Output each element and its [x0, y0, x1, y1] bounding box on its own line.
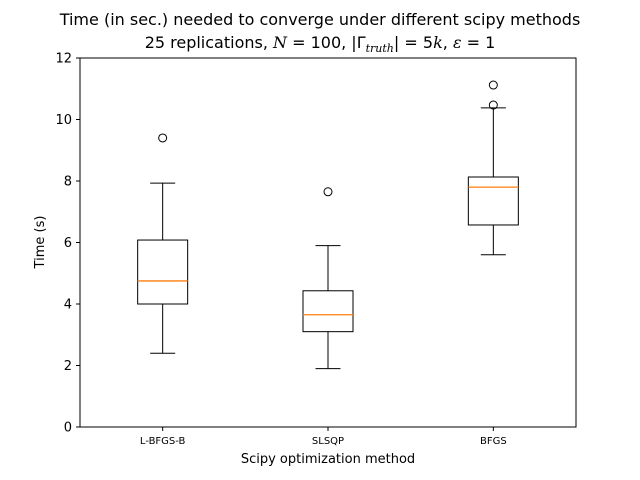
- y-tick-label: 2: [64, 359, 72, 374]
- box-l-bfgs-b: [137, 133, 189, 354]
- box-bfgs: [467, 80, 519, 256]
- x-tick-label: L-BFGS-B: [140, 436, 186, 447]
- x-tick-label: BFGS: [480, 436, 507, 447]
- y-tick-label: 4: [64, 298, 72, 313]
- subtitle-prefix: 25 replications,: [144, 33, 274, 52]
- subtitle-eps-symbol: ε: [452, 33, 462, 52]
- outlier-point: [488, 100, 498, 110]
- subtitle-n-symbol: N: [273, 33, 288, 52]
- y-tick-label: 6: [64, 236, 72, 251]
- subtitle-gamma-symbol: Γ: [356, 33, 366, 52]
- y-tick-label: 8: [64, 175, 72, 190]
- interquartile-box: [467, 176, 519, 226]
- subtitle-eps-sep: ,: [442, 33, 453, 52]
- x-axis: L-BFGS-B SLSQP BFGS: [140, 427, 507, 447]
- interquartile-box: [137, 239, 189, 305]
- y-tick-label: 0: [64, 421, 72, 436]
- y-axis: 0 2 4 6 8 10 12: [55, 52, 80, 436]
- y-tick-label: 12: [55, 52, 72, 67]
- subtitle-eps-value: = 1: [461, 33, 496, 52]
- y-tick-label: 10: [55, 113, 72, 128]
- chart-subtitle: 25 replications, N = 100, |Γtruth| = 5k,…: [0, 33, 640, 55]
- outlier-point: [323, 187, 333, 197]
- interquartile-box: [302, 290, 354, 333]
- subtitle-n-value: = 100, |: [287, 33, 357, 52]
- subtitle-gamma-value: | = 5: [393, 33, 434, 52]
- plot-frame: [79, 57, 577, 428]
- outlier-point: [158, 133, 168, 143]
- x-tick-label: SLSQP: [312, 436, 344, 447]
- subtitle-k-symbol: k: [433, 33, 443, 52]
- chart-title: Time (in sec.) needed to converge under …: [59, 10, 581, 29]
- box-slsqp: [302, 187, 354, 370]
- y-axis-label: Time (s): [33, 216, 48, 270]
- x-axis-label: Scipy optimization method: [241, 452, 415, 467]
- chart-marks: [137, 80, 519, 370]
- subtitle-gamma-subscript: truth: [365, 42, 394, 56]
- outlier-point: [488, 80, 498, 90]
